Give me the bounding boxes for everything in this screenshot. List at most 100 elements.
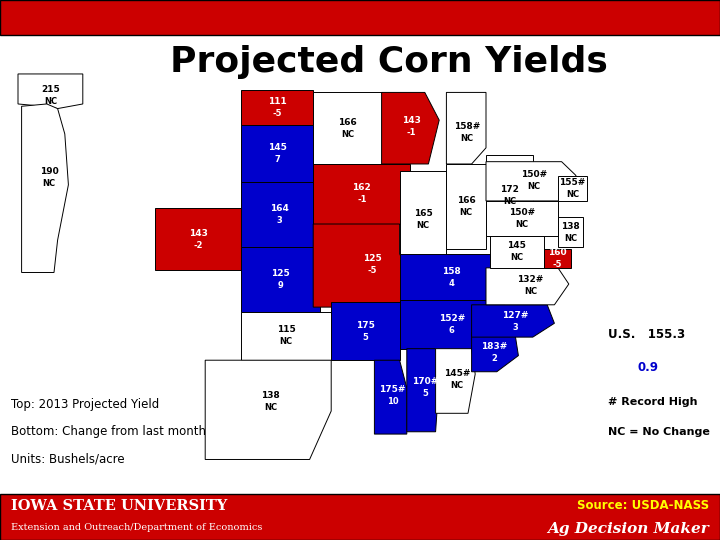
Text: 5: 5 <box>422 389 428 399</box>
Polygon shape <box>313 224 410 307</box>
Text: Ag Decision Maker: Ag Decision Maker <box>547 522 709 536</box>
Text: NC: NC <box>516 220 528 229</box>
Bar <box>331 302 400 360</box>
Text: -1: -1 <box>406 128 416 137</box>
Text: -2: -2 <box>193 240 203 249</box>
Text: IOWA STATE UNIVERSITY: IOWA STATE UNIVERSITY <box>11 499 227 513</box>
Text: Units: Bushels/acre: Units: Bushels/acre <box>11 453 125 466</box>
Text: NC: NC <box>416 221 430 230</box>
Bar <box>400 300 504 349</box>
Text: 10: 10 <box>387 397 398 406</box>
Text: 138: 138 <box>261 392 280 400</box>
Polygon shape <box>22 104 68 273</box>
Text: 152#: 152# <box>438 314 465 323</box>
Text: -5: -5 <box>552 260 562 269</box>
Text: 145: 145 <box>507 241 526 250</box>
Text: NC: NC <box>566 190 579 199</box>
Text: NC: NC <box>44 97 57 106</box>
Text: Projected Corn Yields: Projected Corn Yields <box>170 45 608 79</box>
Text: 145#: 145# <box>444 369 470 378</box>
Text: 143: 143 <box>402 116 420 125</box>
Text: NC: NC <box>528 181 541 191</box>
Text: 143: 143 <box>189 228 207 238</box>
Text: 170#: 170# <box>412 377 438 387</box>
Text: -5: -5 <box>368 266 377 275</box>
Text: NC: NC <box>564 234 577 242</box>
Bar <box>490 235 544 268</box>
Bar <box>486 201 558 235</box>
Text: 162: 162 <box>352 184 372 192</box>
Bar <box>544 249 571 268</box>
Text: NC: NC <box>451 381 464 390</box>
Text: 166: 166 <box>456 196 476 205</box>
Polygon shape <box>486 268 569 305</box>
Bar <box>241 125 313 183</box>
Text: 175#: 175# <box>379 385 405 394</box>
Text: 0.9: 0.9 <box>637 361 658 374</box>
Bar <box>400 254 504 300</box>
Bar <box>313 164 410 224</box>
Text: 150#: 150# <box>521 170 547 179</box>
Text: 111: 111 <box>268 97 287 106</box>
Text: 160: 160 <box>548 248 567 257</box>
Text: 115: 115 <box>276 326 296 334</box>
Text: Source: USDA-NASS: Source: USDA-NASS <box>577 500 709 512</box>
Polygon shape <box>486 161 576 201</box>
Text: 3: 3 <box>276 217 282 225</box>
Text: 5: 5 <box>362 333 369 342</box>
Text: 7: 7 <box>274 155 280 164</box>
Text: 166: 166 <box>338 118 357 127</box>
Text: 2: 2 <box>492 354 498 363</box>
Text: Top: 2013 Projected Yield: Top: 2013 Projected Yield <box>11 397 159 410</box>
Bar <box>558 217 583 247</box>
Text: NC = No Change: NC = No Change <box>608 427 710 437</box>
Polygon shape <box>205 360 331 460</box>
Text: 183#: 183# <box>482 342 508 352</box>
Bar <box>241 90 313 125</box>
Text: # Record High: # Record High <box>608 397 698 407</box>
Text: 6: 6 <box>449 326 455 335</box>
Text: 150#: 150# <box>509 208 535 217</box>
Text: 172: 172 <box>500 185 519 194</box>
Bar <box>313 92 382 164</box>
Bar <box>558 176 587 201</box>
Text: -1: -1 <box>357 195 366 205</box>
Text: U.S.   155.3: U.S. 155.3 <box>608 328 685 341</box>
Text: Bottom: Change from last month: Bottom: Change from last month <box>11 426 206 438</box>
Text: 165: 165 <box>413 209 433 218</box>
Bar <box>241 312 331 360</box>
Text: NC: NC <box>524 287 537 296</box>
Polygon shape <box>18 74 83 109</box>
Polygon shape <box>446 92 486 164</box>
Text: 158: 158 <box>442 267 462 275</box>
Text: -5: -5 <box>272 109 282 118</box>
Text: 127#: 127# <box>503 311 528 320</box>
Text: NC: NC <box>510 253 523 262</box>
Text: 145: 145 <box>268 143 287 152</box>
Text: 164: 164 <box>269 204 289 213</box>
Text: Extension and Outreach/Department of Economics: Extension and Outreach/Department of Eco… <box>11 523 262 531</box>
Bar <box>446 164 486 249</box>
Text: 158#: 158# <box>454 122 480 131</box>
Text: 190: 190 <box>40 167 58 177</box>
Polygon shape <box>374 360 407 434</box>
Text: 9: 9 <box>278 281 284 290</box>
Polygon shape <box>472 333 518 372</box>
Text: NC: NC <box>459 208 473 217</box>
Text: NC: NC <box>341 130 354 139</box>
Polygon shape <box>436 349 475 413</box>
Text: NC: NC <box>461 133 474 143</box>
Text: NC: NC <box>503 197 516 206</box>
Bar <box>155 208 241 270</box>
Text: 175: 175 <box>356 321 375 330</box>
Text: 125: 125 <box>271 269 290 278</box>
Text: NC: NC <box>279 338 293 347</box>
Bar <box>400 171 446 268</box>
Polygon shape <box>407 349 439 432</box>
Text: NC: NC <box>264 403 277 412</box>
Text: 132#: 132# <box>518 275 544 285</box>
Text: 215: 215 <box>41 85 60 93</box>
Text: 125: 125 <box>363 254 382 264</box>
Polygon shape <box>472 305 554 337</box>
Bar <box>241 183 317 247</box>
